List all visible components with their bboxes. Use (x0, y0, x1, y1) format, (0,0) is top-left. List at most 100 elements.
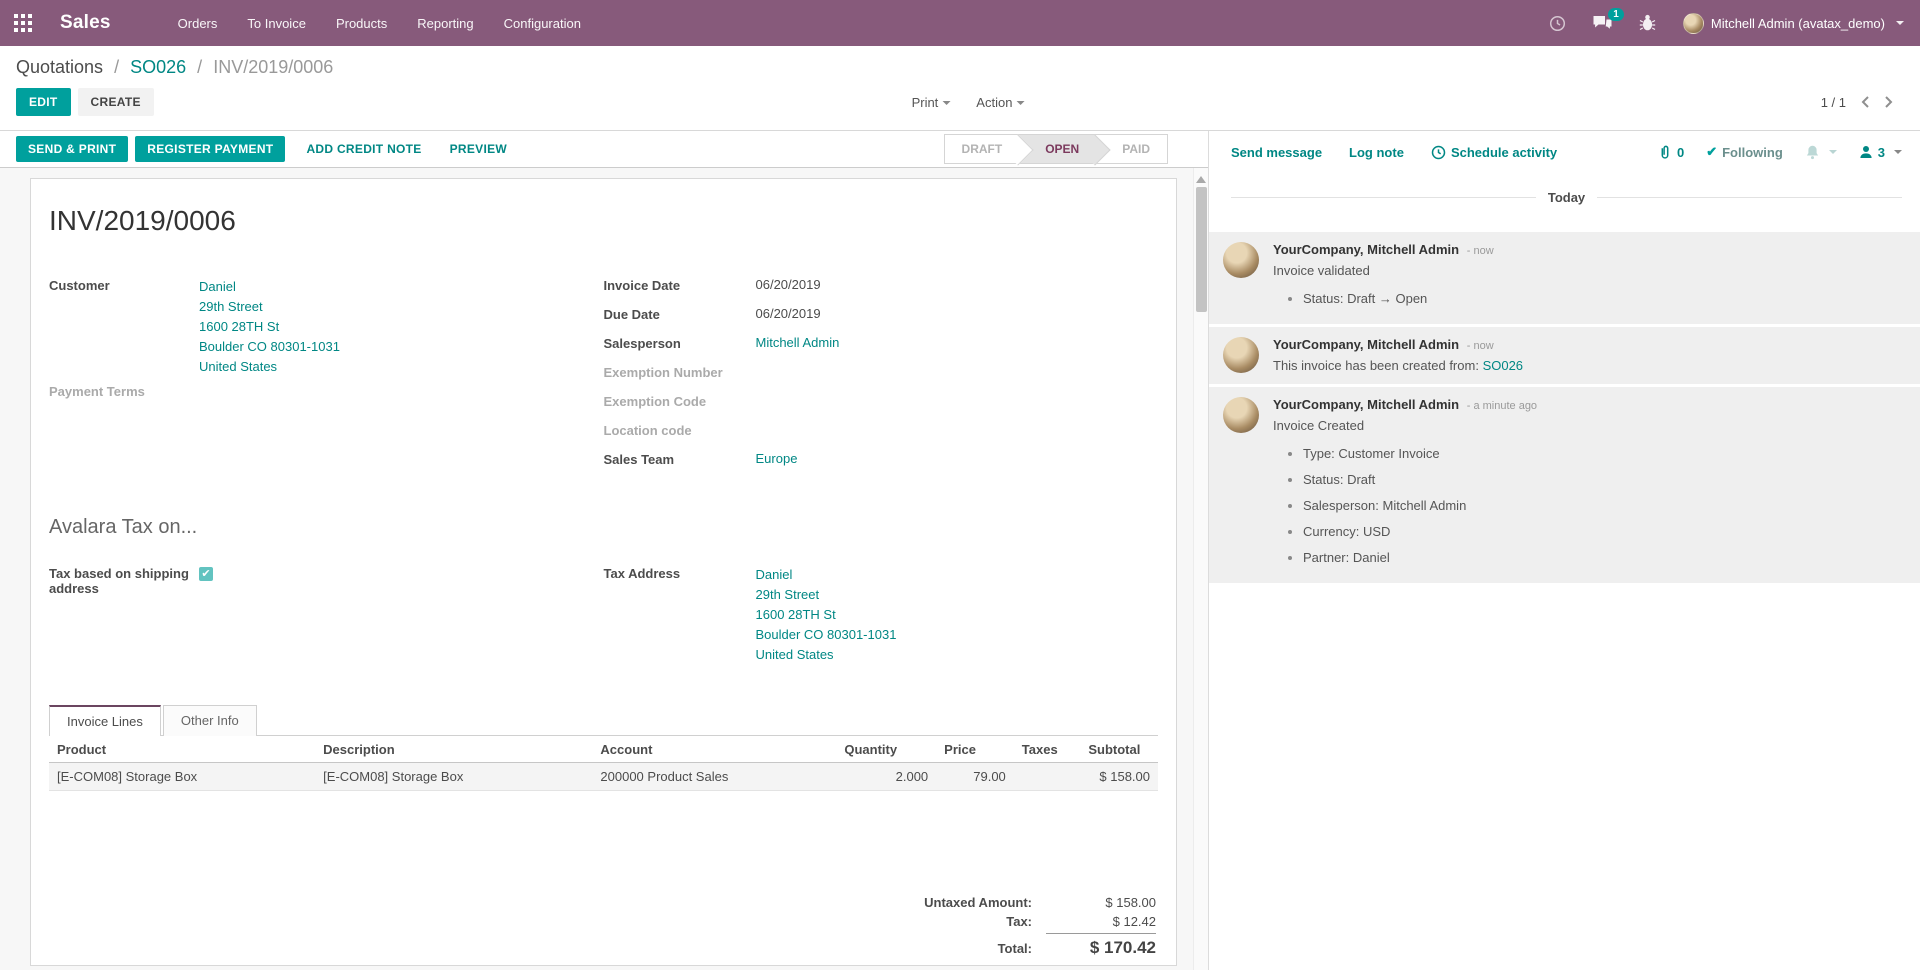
apps-menu-icon[interactable] (0, 0, 46, 46)
tax-address-line[interactable]: 1600 28TH St (755, 607, 836, 622)
send-print-button[interactable]: SEND & PRINT (16, 136, 129, 162)
bell-icon (1806, 145, 1818, 160)
tax-address-line[interactable]: 29th Street (755, 587, 820, 602)
user-avatar (1682, 12, 1704, 34)
tax-address-line[interactable]: Boulder CO 80301-1031 (755, 627, 897, 642)
breadcrumb: Quotations / SO026 / INV/2019/0006 (16, 57, 1920, 78)
check-icon: ✔ (1706, 144, 1718, 159)
edit-button[interactable]: EDIT (16, 88, 71, 116)
message-author[interactable]: YourCompany, Mitchell Admin (1273, 242, 1460, 257)
register-payment-button[interactable]: REGISTER PAYMENT (135, 136, 286, 162)
customer-address-line[interactable]: Boulder CO 80301-1031 (199, 339, 340, 354)
due-date-label: Due Date (603, 307, 660, 322)
menu-to-invoice[interactable]: To Invoice (247, 15, 306, 31)
preview-button[interactable]: PREVIEW (436, 136, 521, 162)
following-button[interactable]: ✔ Following (1706, 144, 1783, 160)
total-value: $ 170.42 (1089, 938, 1156, 957)
pager-next-icon[interactable] (1884, 95, 1894, 109)
followers-button[interactable]: 3 (1859, 145, 1902, 160)
tracking-value: Status: Draft → Open (1303, 290, 1906, 307)
tax-value: $ 12.42 (1046, 914, 1156, 934)
chatter-panel: Send message Log note Schedule activity … (1208, 131, 1920, 970)
app-title[interactable]: Sales (60, 12, 111, 33)
salesperson-label: Salesperson (603, 336, 681, 351)
invoice-date-value[interactable]: 06/20/2019 (755, 277, 821, 292)
action-dropdown[interactable]: Action (976, 95, 1025, 110)
cell-price: 79.00 (936, 762, 1014, 791)
cell-account: 200000 Product Sales (592, 762, 837, 791)
customer-address-line[interactable]: United States (199, 359, 278, 374)
person-icon (1860, 146, 1872, 158)
breadcrumb-separator: / (114, 57, 120, 77)
sales-team-value[interactable]: Europe (755, 451, 798, 466)
salesperson-value[interactable]: Mitchell Admin (755, 335, 840, 350)
due-date-value[interactable]: 06/20/2019 (755, 306, 821, 321)
attachments-button[interactable]: 0 (1658, 144, 1684, 160)
customer-address-line[interactable]: 29th Street (199, 299, 263, 314)
control-panel: Quotations / SO026 / INV/2019/0006 EDIT … (0, 46, 1920, 131)
menu-reporting[interactable]: Reporting (417, 15, 474, 31)
breadcrumb-so026[interactable]: SO026 (130, 57, 187, 77)
tax-shipping-checkbox[interactable]: ✔ (199, 567, 213, 581)
send-message-button[interactable]: Send message (1231, 144, 1323, 160)
pager-value: 1 / 1 (1820, 94, 1846, 110)
chevron-down-icon (1016, 100, 1025, 109)
date-divider: Today (1231, 190, 1903, 205)
chatter-message: YourCompany, Mitchell Admin - now This i… (1209, 327, 1920, 384)
col-account: Account (592, 736, 837, 763)
tracking-value: Currency: USD (1303, 523, 1906, 540)
status-pipeline: DRAFT OPEN PAID (943, 134, 1168, 164)
statusbar: SEND & PRINT REGISTER PAYMENT ADD CREDIT… (0, 131, 1208, 168)
messages-icon[interactable]: 1 (1579, 0, 1626, 46)
avatar (1223, 242, 1259, 278)
chevron-down-icon (1896, 21, 1904, 29)
cell-product: [E-COM08] Storage Box (49, 762, 316, 791)
col-price: Price (936, 736, 1014, 763)
scrollbar-thumb[interactable] (1195, 187, 1207, 312)
debug-icon[interactable] (1626, 0, 1669, 46)
invoice-date-label: Invoice Date (603, 278, 681, 293)
tab-other-info[interactable]: Other Info (162, 705, 257, 736)
create-button[interactable]: CREATE (77, 88, 154, 116)
notify-bell-button[interactable] (1805, 144, 1837, 160)
user-name: Mitchell Admin (avatax_demo) (1710, 15, 1885, 31)
activities-icon[interactable] (1536, 0, 1579, 46)
untaxed-amount-value: $ 158.00 (1105, 895, 1156, 910)
user-menu[interactable]: Mitchell Admin (avatax_demo) (1669, 12, 1920, 34)
add-credit-note-button[interactable]: ADD CREDIT NOTE (292, 136, 435, 162)
print-dropdown[interactable]: Print (912, 95, 951, 110)
scrollbar-up-icon[interactable] (1196, 171, 1206, 183)
exemption-code-label: Exemption Code (603, 394, 707, 409)
tracking-value: Status: Draft (1303, 471, 1906, 488)
col-taxes: Taxes (1013, 736, 1081, 763)
source-order-link[interactable]: SO026 (1482, 358, 1524, 373)
menu-orders[interactable]: Orders (177, 15, 218, 31)
tab-invoice-lines[interactable]: Invoice Lines (49, 705, 161, 736)
menu-configuration[interactable]: Configuration (503, 15, 581, 31)
customer-link[interactable]: Daniel (199, 279, 236, 294)
message-body: Invoice Created (1273, 418, 1365, 433)
exemption-number-label: Exemption Number (603, 365, 723, 380)
tax-address: Daniel 29th Street 1600 28TH St Boulder … (756, 565, 897, 665)
table-row[interactable]: [E-COM08] Storage Box [E-COM08] Storage … (49, 762, 1158, 791)
tax-address-line[interactable]: United States (755, 647, 834, 662)
sales-team-label: Sales Team (603, 452, 675, 467)
message-author[interactable]: YourCompany, Mitchell Admin (1273, 397, 1460, 412)
state-draft[interactable]: DRAFT (943, 134, 1019, 164)
untaxed-amount-label: Untaxed Amount: (924, 895, 1032, 910)
form-scrollbar[interactable] (1193, 168, 1208, 970)
message-author[interactable]: YourCompany, Mitchell Admin (1273, 337, 1460, 352)
breadcrumb-quotations[interactable]: Quotations (16, 57, 104, 77)
pager-previous-icon[interactable] (1860, 95, 1870, 109)
tax-address-line[interactable]: Daniel (755, 567, 793, 582)
customer-address-line[interactable]: 1600 28TH St (199, 319, 280, 334)
message-timestamp: - now (1466, 245, 1494, 257)
message-timestamp: - a minute ago (1466, 400, 1538, 412)
chevron-down-icon (1828, 150, 1837, 158)
cell-quantity: 2.000 (836, 762, 937, 791)
menu-products[interactable]: Products (335, 15, 388, 31)
schedule-activity-button[interactable]: Schedule activity (1431, 145, 1557, 160)
payment-terms-label: Payment Terms (49, 384, 145, 399)
customer-label: Customer (49, 278, 110, 293)
log-note-button[interactable]: Log note (1349, 144, 1404, 160)
